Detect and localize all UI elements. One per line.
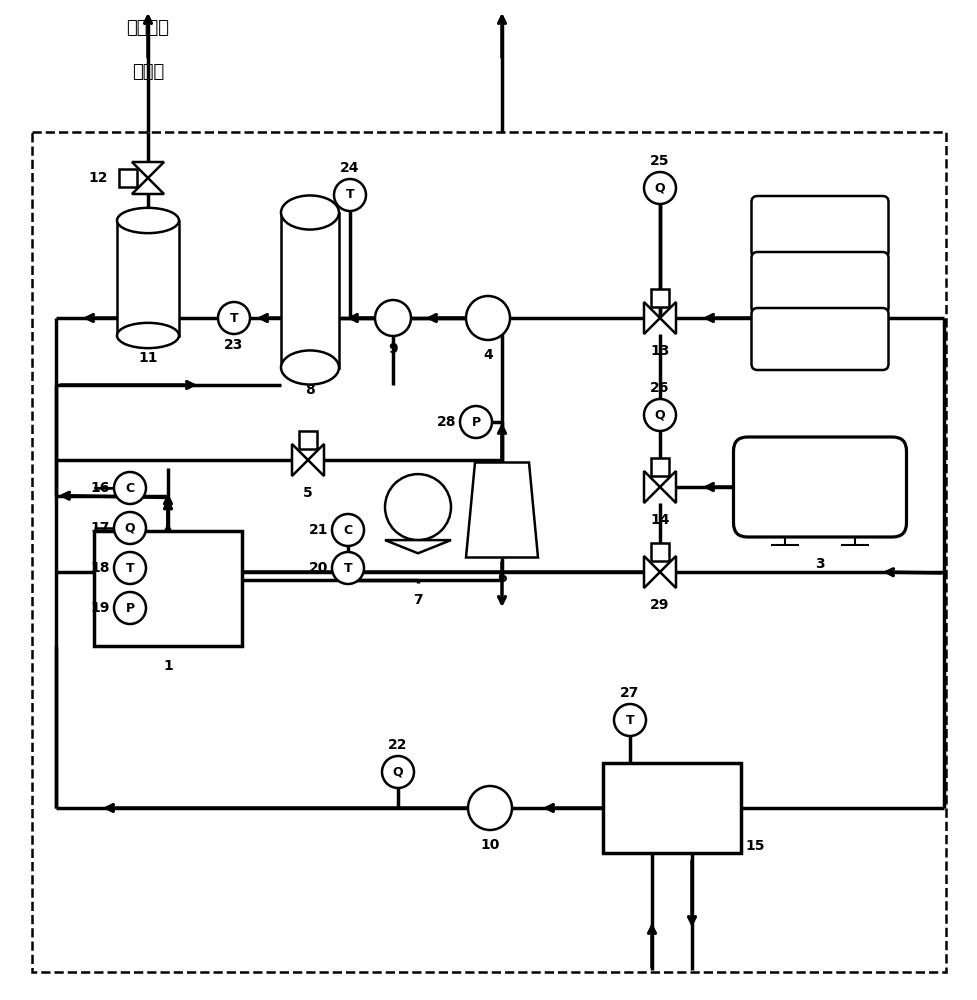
Circle shape: [331, 552, 363, 584]
Polygon shape: [659, 302, 675, 334]
Text: T: T: [230, 312, 238, 324]
Text: T: T: [343, 562, 352, 574]
Text: 17: 17: [91, 521, 109, 535]
Ellipse shape: [117, 208, 179, 233]
FancyBboxPatch shape: [733, 437, 906, 537]
Text: Q: Q: [654, 408, 664, 422]
Text: 7: 7: [412, 593, 422, 607]
Polygon shape: [385, 540, 450, 553]
Circle shape: [385, 474, 450, 540]
Bar: [651, 543, 668, 561]
Circle shape: [114, 552, 146, 584]
Ellipse shape: [280, 350, 339, 385]
Polygon shape: [465, 462, 537, 558]
Text: 27: 27: [619, 686, 639, 700]
Text: 18: 18: [91, 561, 109, 575]
Text: 2: 2: [814, 297, 824, 311]
Bar: [117, 221, 179, 336]
Text: Q: Q: [124, 522, 135, 534]
Polygon shape: [659, 556, 675, 588]
Circle shape: [382, 756, 413, 788]
Circle shape: [114, 512, 146, 544]
Polygon shape: [132, 178, 164, 194]
Text: 24: 24: [340, 161, 360, 175]
Circle shape: [334, 179, 365, 211]
Polygon shape: [292, 444, 308, 476]
Text: 12: 12: [88, 171, 107, 185]
FancyBboxPatch shape: [750, 196, 887, 258]
Text: T: T: [345, 188, 354, 202]
Text: 9: 9: [388, 342, 398, 356]
Text: 20: 20: [309, 561, 327, 575]
Text: 8: 8: [305, 383, 315, 397]
Text: Q: Q: [393, 766, 403, 778]
Text: 13: 13: [650, 344, 669, 358]
Text: 19: 19: [91, 601, 109, 615]
Bar: [603, 763, 741, 853]
Text: T: T: [126, 562, 134, 574]
Text: P: P: [471, 416, 480, 428]
Circle shape: [331, 514, 363, 546]
Text: 1: 1: [163, 660, 173, 674]
Text: 10: 10: [480, 838, 499, 852]
Text: 16: 16: [91, 481, 109, 495]
Text: C: C: [343, 524, 352, 536]
Bar: [299, 431, 317, 449]
Circle shape: [114, 472, 146, 504]
Circle shape: [465, 296, 509, 340]
Polygon shape: [132, 162, 164, 178]
Text: 外部冷却: 外部冷却: [126, 19, 169, 37]
Text: 23: 23: [224, 338, 243, 352]
Bar: [651, 458, 668, 476]
Polygon shape: [308, 444, 323, 476]
Polygon shape: [659, 471, 675, 503]
Bar: [280, 213, 339, 367]
Text: 22: 22: [388, 738, 407, 752]
Text: 水装置: 水装置: [132, 63, 164, 81]
Circle shape: [614, 704, 646, 736]
Text: 26: 26: [650, 381, 669, 395]
Polygon shape: [643, 556, 659, 588]
Text: 14: 14: [650, 513, 669, 527]
Text: P: P: [125, 601, 135, 614]
Bar: [651, 289, 668, 307]
Text: 11: 11: [138, 352, 157, 365]
Text: Q: Q: [654, 182, 664, 194]
Text: 4: 4: [483, 348, 492, 362]
Text: 28: 28: [436, 415, 455, 429]
Text: C: C: [125, 482, 135, 494]
Text: 3: 3: [815, 557, 824, 571]
Circle shape: [374, 300, 410, 336]
Circle shape: [468, 786, 512, 830]
Text: 25: 25: [650, 154, 669, 168]
Text: 15: 15: [744, 839, 764, 853]
Text: T: T: [625, 714, 634, 726]
Text: 29: 29: [650, 598, 669, 612]
Text: 21: 21: [308, 523, 327, 537]
Polygon shape: [643, 302, 659, 334]
FancyBboxPatch shape: [750, 252, 887, 314]
Ellipse shape: [280, 195, 339, 230]
Bar: [94, 530, 241, 646]
Polygon shape: [643, 471, 659, 503]
Circle shape: [218, 302, 250, 334]
Bar: [119, 169, 137, 187]
Circle shape: [643, 399, 675, 431]
Circle shape: [114, 592, 146, 624]
Circle shape: [459, 406, 491, 438]
Circle shape: [643, 172, 675, 204]
Bar: [32, 132, 945, 972]
Text: 5: 5: [303, 486, 313, 500]
Ellipse shape: [117, 323, 179, 348]
FancyBboxPatch shape: [750, 308, 887, 370]
Text: 6: 6: [496, 572, 506, 585]
